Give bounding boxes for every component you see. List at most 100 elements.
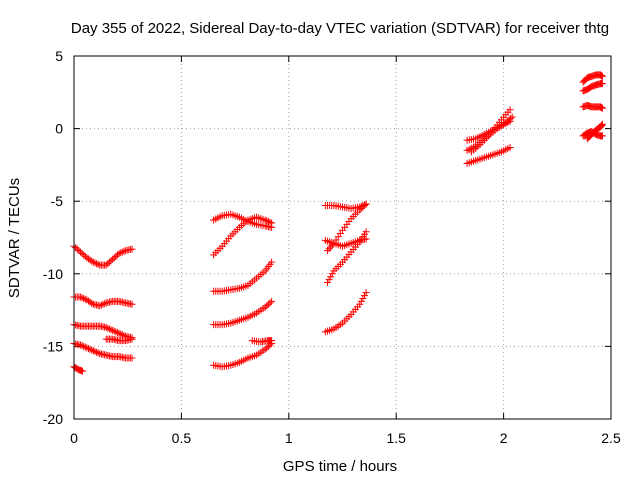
x-tick-label: 0	[70, 430, 78, 446]
data-point	[359, 203, 367, 211]
data-point	[598, 104, 606, 112]
data-point	[83, 344, 91, 352]
data-point	[118, 248, 126, 256]
series-a4	[70, 339, 136, 362]
plot-frame	[73, 55, 612, 420]
data-point	[91, 347, 99, 355]
data-point	[506, 143, 514, 151]
data-point	[93, 260, 101, 268]
data-point	[506, 106, 514, 114]
data-point	[598, 132, 606, 140]
data-point	[356, 206, 364, 214]
series-a5	[102, 335, 136, 345]
data-point	[261, 303, 269, 311]
data-point	[263, 302, 271, 310]
series-a6	[70, 363, 87, 375]
x-tick-label: 2.5	[601, 430, 621, 446]
data-point	[91, 259, 99, 267]
data-point	[325, 245, 333, 253]
data-point	[80, 342, 88, 350]
data-point	[78, 342, 86, 350]
series-a2	[70, 293, 136, 310]
data-point	[88, 257, 96, 265]
series-b3	[210, 258, 276, 295]
data-point	[81, 295, 89, 303]
data-point	[88, 346, 96, 354]
data-point	[598, 80, 606, 88]
data-point	[94, 349, 102, 357]
data-point	[128, 354, 136, 362]
series-e3	[579, 101, 606, 112]
data-point	[359, 294, 367, 302]
data-point	[328, 270, 336, 278]
axis-ticks: 0 0.5 1 1.5 2 2.5 -20 -15 -10 -5 0 5	[43, 48, 621, 446]
data-point	[264, 218, 272, 226]
data-point	[357, 204, 365, 212]
data-point	[89, 258, 97, 266]
series-e1	[579, 71, 606, 86]
data-point	[102, 324, 110, 332]
data-point	[107, 326, 115, 334]
data-point	[598, 72, 606, 80]
series-b4	[210, 297, 276, 329]
data-point	[361, 202, 369, 210]
series-b2	[210, 213, 276, 259]
series-d4	[467, 113, 516, 156]
data-point	[81, 343, 89, 351]
data-point	[88, 299, 96, 307]
data-point	[120, 247, 128, 255]
data-point	[104, 260, 112, 268]
data-point	[80, 251, 88, 259]
data-point	[117, 249, 125, 257]
data-point	[507, 114, 515, 122]
x-tick-label: 2	[500, 430, 508, 446]
data-point	[128, 300, 136, 308]
data-point	[263, 217, 271, 225]
data-point	[73, 245, 81, 253]
x-tick-label: 1.5	[386, 430, 406, 446]
x-axis-label: GPS time / hours	[283, 458, 397, 475]
series-b6	[210, 339, 276, 371]
data-point	[94, 260, 102, 268]
data-point	[113, 329, 121, 337]
data-point	[107, 257, 115, 265]
data-point	[263, 344, 271, 352]
data-point	[104, 324, 112, 332]
data-point	[110, 254, 118, 262]
series-a1	[70, 242, 136, 269]
data-point	[84, 345, 92, 353]
data-point	[261, 345, 269, 353]
data-point	[110, 327, 118, 335]
data-point	[598, 121, 606, 129]
y-tick-label: -5	[51, 193, 64, 209]
data-point	[505, 116, 513, 124]
y-tick-label: 5	[55, 48, 63, 64]
data-point	[112, 328, 120, 336]
data-point	[93, 348, 101, 356]
data-point	[75, 247, 83, 255]
data-point	[109, 255, 117, 263]
data-point	[268, 297, 276, 305]
data-point	[362, 200, 370, 208]
data-point	[327, 273, 335, 281]
data-point	[266, 341, 274, 349]
y-tick-label: 0	[55, 121, 63, 137]
data-point	[361, 292, 369, 300]
chart-title: Day 355 of 2022, Sidereal Day-to-day VTE…	[71, 20, 609, 37]
data-point	[115, 249, 123, 257]
data-point	[261, 216, 269, 224]
data-point	[105, 258, 113, 266]
data-point	[102, 261, 110, 269]
data-point	[76, 293, 84, 301]
data-point	[598, 120, 606, 128]
data-point	[128, 335, 136, 343]
data-point	[357, 297, 365, 305]
series-c5	[321, 289, 370, 336]
data-point	[96, 302, 104, 310]
data-point	[356, 300, 364, 308]
data-point	[323, 247, 331, 255]
y-tick-label: -20	[43, 411, 63, 427]
data-point	[112, 252, 120, 260]
data-point	[109, 326, 117, 334]
